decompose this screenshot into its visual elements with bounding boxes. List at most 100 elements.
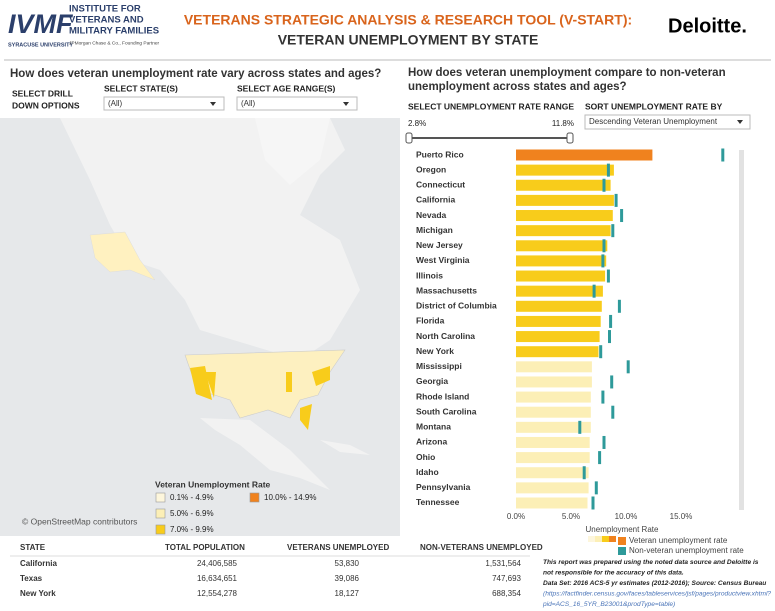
bar xyxy=(516,406,591,418)
footnote: This report was prepared using the noted… xyxy=(542,559,771,608)
bar xyxy=(516,179,611,191)
legend-swatch xyxy=(618,537,626,545)
category-label: Michigan xyxy=(416,225,453,235)
table-cell: 747,693 xyxy=(492,574,521,583)
legend-swatch xyxy=(155,524,166,535)
range-slider[interactable] xyxy=(405,132,574,144)
map xyxy=(0,118,400,536)
category-label: District of Columbia xyxy=(416,301,497,311)
state-highlight xyxy=(286,372,292,392)
dropdown-arrow xyxy=(737,120,743,124)
table-cell: 53,830 xyxy=(335,559,360,568)
marker xyxy=(599,345,603,359)
bar xyxy=(516,270,606,282)
table-header: VETERANS UNEMPLOYED xyxy=(287,543,389,552)
bar xyxy=(516,194,614,206)
marker xyxy=(620,209,624,223)
scrollbar[interactable] xyxy=(739,150,744,510)
category-label: New York xyxy=(416,346,454,356)
marker xyxy=(601,254,605,268)
brand: Deloitte. xyxy=(668,15,747,37)
x-tick-label: 15.0% xyxy=(670,512,693,521)
category-label: New Jersey xyxy=(416,240,463,250)
category-label: Oregon xyxy=(416,164,446,174)
logo: IVMF INSTITUTE FOR VETERANS AND MILITARY… xyxy=(6,4,160,48)
category-label: Arizona xyxy=(416,437,447,447)
dropdown-value: (All) xyxy=(241,99,256,108)
sort-dropdown[interactable]: Descending Veteran Unemployment xyxy=(584,114,751,130)
footnote-line: not responsible for the accuracy of this… xyxy=(543,569,684,576)
category-label: Nevada xyxy=(416,210,447,220)
footnote-line: pid=ACS_16_5YR_B23001&prodType=table) xyxy=(542,601,675,608)
category-label: Connecticut xyxy=(416,180,465,190)
footnote-line: Data Set: 2016 ACS-5 yr estimates (2012-… xyxy=(543,580,766,587)
marker xyxy=(602,178,606,192)
drill-label: DOWN OPTIONS xyxy=(12,100,80,110)
dropdown-box[interactable] xyxy=(103,96,225,111)
bar xyxy=(516,210,613,222)
state-dropdown[interactable]: (All) xyxy=(103,96,225,111)
marker xyxy=(602,435,606,449)
dropdown-value: Descending Veteran Unemployment xyxy=(589,117,718,126)
bar xyxy=(516,240,608,252)
bar xyxy=(516,300,602,312)
bar xyxy=(516,331,600,343)
marker xyxy=(601,390,605,404)
category-label: Puerto Rico xyxy=(416,149,464,159)
land xyxy=(200,418,330,490)
drill-label: SELECT DRILL xyxy=(12,88,73,98)
logo-line: VETERANS AND xyxy=(69,15,144,26)
bar xyxy=(516,361,592,373)
category-label: Florida xyxy=(416,316,445,326)
table-cell: Texas xyxy=(20,574,43,583)
category-label: Montana xyxy=(416,422,451,432)
table-cell: 24,406,585 xyxy=(197,559,238,568)
bar xyxy=(516,149,653,161)
category-label: California xyxy=(416,195,455,205)
page-subtitle: VETERAN UNEMPLOYMENT BY STATE xyxy=(278,32,539,48)
category-label: Rhode Island xyxy=(416,391,469,401)
bar xyxy=(516,285,603,297)
slider-handle[interactable] xyxy=(566,132,574,144)
bar xyxy=(516,255,607,267)
chart-question: How does veteran unemployment compare to… xyxy=(408,67,726,79)
state-highlight xyxy=(312,366,330,386)
ramp-step xyxy=(588,536,595,542)
table-cell: New York xyxy=(20,589,56,598)
logo-box xyxy=(6,4,62,42)
table-header: TOTAL POPULATION xyxy=(165,543,245,552)
category-label: Mississippi xyxy=(416,361,462,371)
color-ramp xyxy=(588,536,616,542)
state-highlight xyxy=(205,372,216,398)
range-max: 11.8% xyxy=(552,119,574,128)
category-label: Georgia xyxy=(416,376,448,386)
category-label: Illinois xyxy=(416,270,443,280)
dropdown-box[interactable] xyxy=(236,96,358,111)
dropdown-box[interactable] xyxy=(584,114,751,130)
marker xyxy=(578,420,582,434)
category-label: Massachusetts xyxy=(416,285,477,295)
slider-handle[interactable] xyxy=(405,132,413,144)
logo-mark: IVMF xyxy=(8,9,74,39)
bar xyxy=(516,346,599,358)
table-cell: 18,127 xyxy=(335,589,360,598)
legend-label: 5.0% - 6.9% xyxy=(170,509,214,518)
marker xyxy=(626,360,630,374)
bar xyxy=(516,391,591,403)
marker xyxy=(617,299,621,313)
ramp-step xyxy=(609,536,616,542)
footnote-line: This report was prepared using the noted… xyxy=(543,559,759,566)
chart-question: unemployment across states and ages? xyxy=(408,81,627,93)
legend-swatch xyxy=(618,547,626,555)
ramp-step xyxy=(602,536,609,542)
logo-university: SYRACUSE UNIVERSITY xyxy=(8,42,73,48)
age-dropdown[interactable]: (All) xyxy=(236,96,358,111)
footnote-line: (https://factfinder.census.gov/faces/tab… xyxy=(543,590,771,597)
filter-label: SELECT STATE(S) xyxy=(104,83,178,93)
marker xyxy=(611,405,615,419)
x-axis-title: Unemployment Rate xyxy=(586,525,659,534)
marker xyxy=(582,466,586,480)
alaska xyxy=(89,231,156,281)
table-header: NON-VETERANS UNEMPLOYED xyxy=(420,543,543,552)
